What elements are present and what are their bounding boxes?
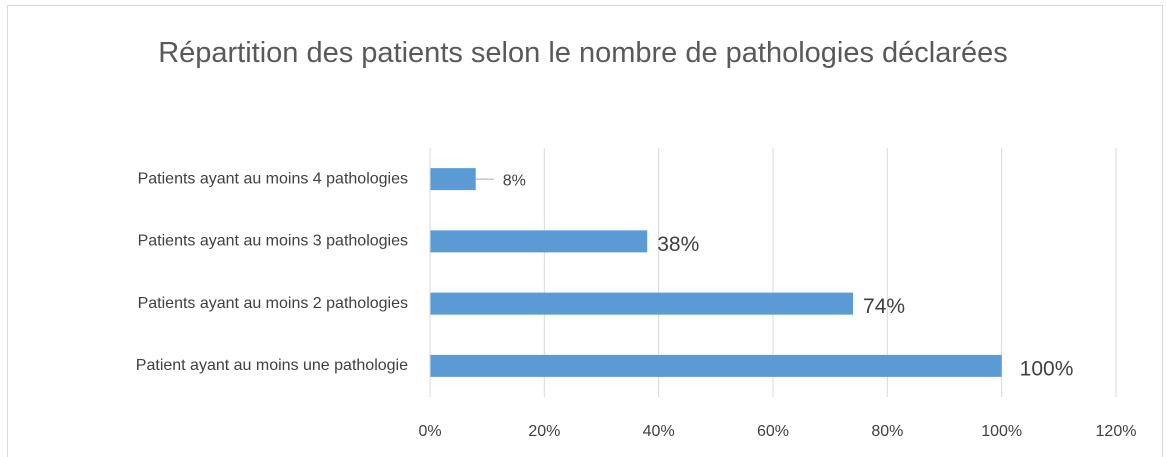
value-label: 74% — [863, 295, 905, 318]
x-tick-label: 60% — [757, 423, 789, 440]
y-tick-label: Patients ayant au moins 2 pathologies — [138, 295, 408, 312]
x-tick-label: 100% — [981, 423, 1022, 440]
bar — [430, 292, 854, 315]
bar — [430, 230, 648, 253]
chart-title: Répartition des patients selon le nombre… — [158, 37, 1008, 69]
value-label: 100% — [1020, 357, 1074, 380]
value-label: 38% — [657, 233, 699, 256]
value-label: 8% — [503, 172, 526, 189]
bar — [430, 168, 476, 191]
x-tick-label: 80% — [871, 423, 903, 440]
y-tick-label: Patient ayant au moins une pathologie — [136, 357, 408, 374]
chart-border — [7, 5, 1163, 457]
bar — [430, 354, 1002, 377]
x-tick-label: 0% — [418, 423, 441, 440]
x-tick-label: 20% — [528, 423, 560, 440]
x-tick-label: 40% — [643, 423, 675, 440]
x-tick-label: 120% — [1096, 423, 1137, 440]
y-tick-label: Patients ayant au moins 4 pathologies — [138, 170, 408, 187]
y-tick-label: Patients ayant au moins 3 pathologies — [138, 233, 408, 250]
